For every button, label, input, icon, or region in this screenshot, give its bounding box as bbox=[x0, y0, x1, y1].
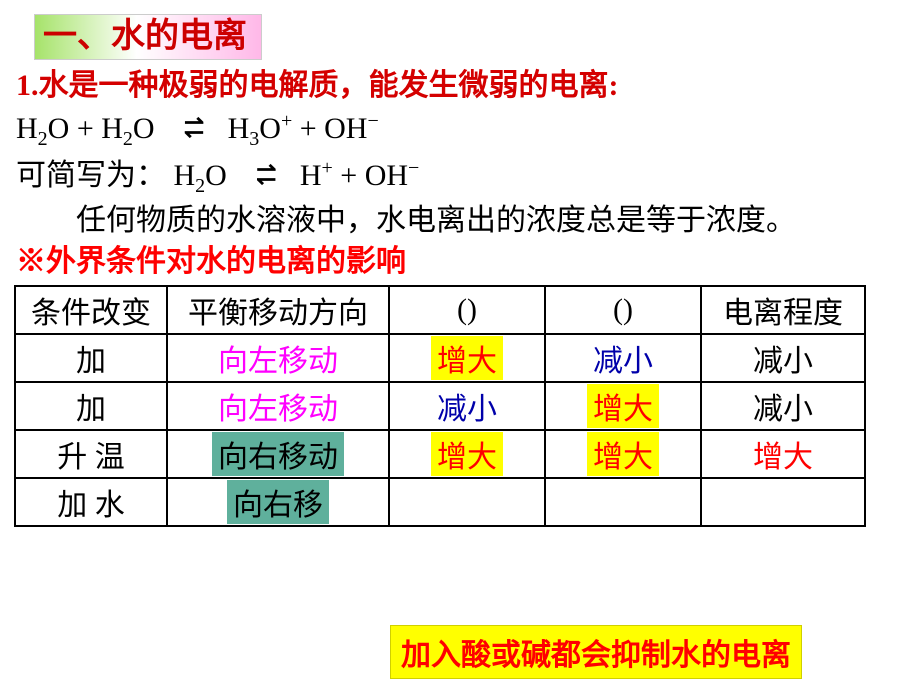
eq2-prefix: 可简写为： bbox=[16, 159, 166, 192]
cell-c2 bbox=[389, 478, 545, 526]
line-1: 1.水是一种极弱的电解质，能发生微弱的电离: bbox=[16, 66, 910, 107]
table-row: 加 向左移动 增大 减小 减小 bbox=[15, 334, 865, 382]
equation-2-line: 可简写为： H2O ⇀↽ H+ + OH− bbox=[16, 154, 920, 201]
eq1-o3: O bbox=[259, 112, 281, 145]
cell-c4: 减小 bbox=[701, 334, 865, 382]
eq2-sup1: + bbox=[322, 157, 333, 179]
table-row: 加 水 向右移 bbox=[15, 478, 865, 526]
effects-table: 条件改变 平衡移动方向 () () 电离程度 加 向左移动 增大 减小 减小 加… bbox=[14, 285, 866, 527]
cell-dir: 向右移 bbox=[167, 478, 389, 526]
eq2-h: H bbox=[300, 159, 322, 192]
eq2-sup2: − bbox=[408, 157, 419, 179]
eq2-sub: 2 bbox=[195, 175, 205, 197]
cell-cond: 加 bbox=[15, 382, 167, 430]
cell-c3: 减小 bbox=[545, 334, 701, 382]
eq1-sub3: 3 bbox=[249, 128, 259, 150]
th-condition: 条件改变 bbox=[15, 286, 167, 334]
cell-dir: 向左移动 bbox=[167, 382, 389, 430]
th-col3: () bbox=[545, 286, 701, 334]
title-box: 一、水的电离 bbox=[34, 14, 262, 60]
equilibrium-arrow-icon: ⇀↽ bbox=[234, 166, 292, 185]
eq1-sup1: + bbox=[281, 110, 292, 132]
th-col2: () bbox=[389, 286, 545, 334]
cell-dir: 向左移动 bbox=[167, 334, 389, 382]
eq1-o2: O bbox=[133, 112, 155, 145]
eq1-sub1: 2 bbox=[38, 128, 48, 150]
cell-c3: 增大 bbox=[545, 382, 701, 430]
eq1-o1: O + H bbox=[48, 112, 123, 145]
cell-c3 bbox=[545, 478, 701, 526]
cell-dir: 向右移动 bbox=[167, 430, 389, 478]
eq2-o: O bbox=[205, 159, 227, 192]
eq2-lhs: H bbox=[174, 159, 196, 192]
cell-c2: 减小 bbox=[389, 382, 545, 430]
callout-note: 加入酸或碱都会抑制水的电离 bbox=[390, 625, 802, 679]
table-row: 升 温 向右移动 增大 增大 增大 bbox=[15, 430, 865, 478]
cell-c4: 增大 bbox=[701, 430, 865, 478]
eq1-sub2: 2 bbox=[123, 128, 133, 150]
table-row: 加 向左移动 减小 增大 减小 bbox=[15, 382, 865, 430]
eq1-plus: + OH bbox=[292, 112, 367, 145]
th-degree: 电离程度 bbox=[701, 286, 865, 334]
eq1-h1: H bbox=[16, 112, 38, 145]
cell-cond: 加 bbox=[15, 334, 167, 382]
paragraph: 任何物质的水溶液中，水电离出的浓度总是等于浓度。 bbox=[16, 201, 910, 242]
th-direction: 平衡移动方向 bbox=[167, 286, 389, 334]
table-header-row: 条件改变 平衡移动方向 () () 电离程度 bbox=[15, 286, 865, 334]
eq2-plus: + OH bbox=[333, 159, 408, 192]
cell-c4 bbox=[701, 478, 865, 526]
eq1-sup2: − bbox=[367, 110, 378, 132]
section-title: 一、水的电离 bbox=[43, 18, 247, 55]
cell-cond: 升 温 bbox=[15, 430, 167, 478]
cell-c2: 增大 bbox=[389, 430, 545, 478]
cell-c3: 增大 bbox=[545, 430, 701, 478]
cell-c4: 减小 bbox=[701, 382, 865, 430]
equation-1: H2O + H2O ⇀↽ H3O+ + OH− bbox=[16, 107, 920, 154]
cell-cond: 加 水 bbox=[15, 478, 167, 526]
subheading: ※外界条件对水的电离的影响 bbox=[16, 241, 920, 283]
cell-c2: 增大 bbox=[389, 334, 545, 382]
equilibrium-arrow-icon: ⇀↽ bbox=[162, 119, 220, 138]
eq1-h3: H bbox=[228, 112, 250, 145]
